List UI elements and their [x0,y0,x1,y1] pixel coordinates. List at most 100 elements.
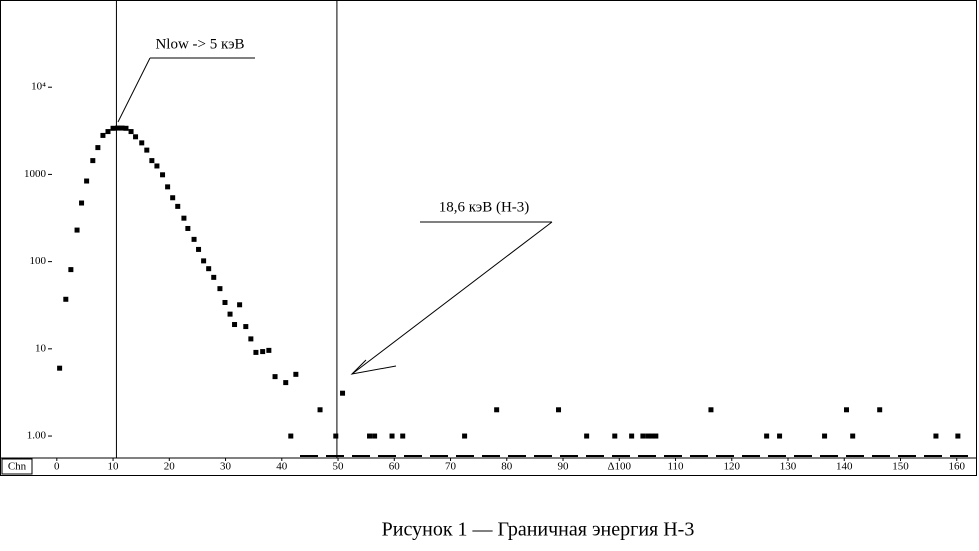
point [115,125,121,131]
point [191,236,197,242]
point [293,371,299,377]
point [237,302,243,308]
point [90,158,96,164]
point [389,433,395,439]
point [494,407,500,413]
point [272,374,278,380]
point [110,125,116,131]
point [149,158,155,164]
annotation: Nlow -> 5 кэВ [155,36,244,52]
point [196,246,202,252]
x-tick-label: 160 [949,461,966,473]
point [119,125,125,131]
point [844,407,850,413]
point [822,433,828,439]
y-tick-label: 100 [30,255,47,267]
x-tick-label: 20 [164,461,176,473]
point [227,311,233,317]
point [933,433,939,439]
point [850,433,856,439]
point [288,433,294,439]
x-tick-label: Δ100 [607,461,631,473]
x-tick-label: 30 [220,461,232,473]
point [95,145,101,151]
point [266,347,272,353]
point [139,140,145,146]
point [877,407,883,413]
x-tick-label: 150 [892,461,909,473]
caption: Рисунок 1 — Граничная энергия Н-3 [382,519,695,541]
point [462,433,468,439]
x-axis-label: Chn [8,461,27,473]
point [556,407,562,413]
point [222,299,228,305]
point [612,433,618,439]
x-tick-label: 90 [558,461,570,473]
x-tick-label: 10 [108,461,120,473]
point [74,227,80,233]
point [649,433,655,439]
point [248,336,254,342]
point [708,407,714,413]
point [185,225,191,231]
y-tick-label: 1000 [24,168,47,180]
point [165,184,171,190]
point [243,324,249,330]
y-tick-label: 10 [35,342,47,354]
point [340,390,346,396]
point [57,365,63,371]
point [201,258,207,264]
x-tick-label: 110 [667,461,684,473]
point [253,349,259,355]
point [217,286,223,292]
point [283,380,289,386]
point [68,267,74,273]
point [144,147,150,153]
point [232,322,238,328]
point [777,433,783,439]
annotation-leader [117,57,151,123]
x-tick-label: 0 [54,461,60,473]
plot-frame [0,0,977,476]
point [63,296,69,302]
point [584,433,590,439]
point [764,433,770,439]
point [128,129,134,135]
x-tick-label: 40 [276,461,288,473]
point [100,132,106,138]
x-tick-label: 50 [333,461,345,473]
point [170,195,176,201]
point [333,433,339,439]
point [955,433,961,439]
point [154,163,160,169]
point [211,274,217,280]
annotation: 18,6 кэВ (H-3) [439,199,530,215]
point [175,203,181,209]
point [629,433,635,439]
point [367,433,373,439]
point [79,200,85,206]
point [133,134,139,140]
x-tick-label: 120 [724,461,741,473]
point [84,178,90,184]
point [653,433,659,439]
point [181,215,187,221]
x-label-box [1,458,33,475]
x-tick-label: 70 [445,461,457,473]
y-tick-label: 10⁴ [31,81,46,93]
point [105,129,111,135]
point [160,172,166,178]
x-tick-label: 80 [501,461,513,473]
point [206,266,212,272]
arrow-head [350,359,397,375]
point [400,433,406,439]
point [645,433,651,439]
point [372,433,378,439]
x-tick-label: 140 [836,461,853,473]
x-tick-label: 60 [389,461,401,473]
y-tick-label: 1.00 [27,430,47,442]
point [317,407,323,413]
annotation-arrow [351,221,553,375]
point [640,433,646,439]
